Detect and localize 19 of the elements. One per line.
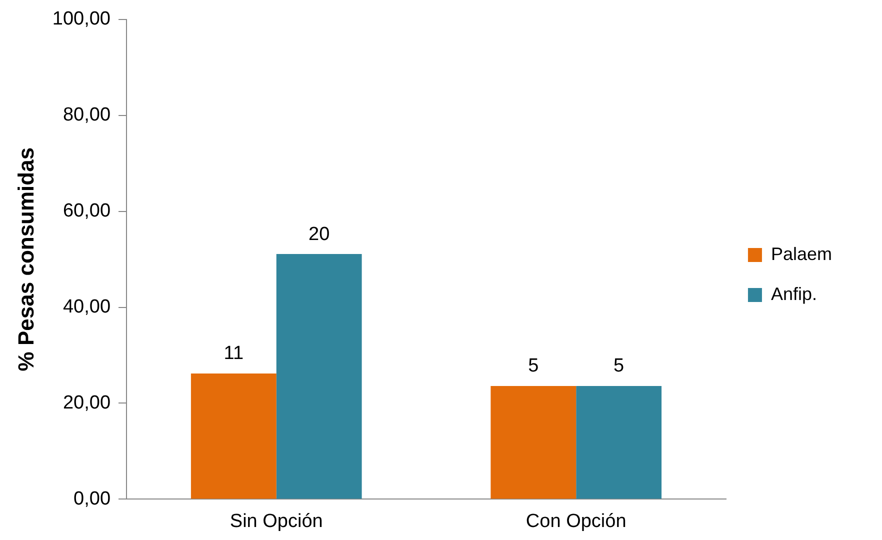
y-tick-label: 0,00 — [74, 488, 111, 510]
annotation: 5 — [528, 356, 539, 377]
annotation: 11 — [224, 343, 244, 364]
bar — [490, 386, 576, 499]
bar — [576, 386, 662, 499]
y-tick-label: 20,00 — [62, 392, 111, 414]
y-tick-label: 40,00 — [62, 296, 111, 318]
bar — [190, 373, 276, 499]
x-tick-label: Sin Opción — [230, 510, 323, 532]
annotation: 5 — [614, 356, 624, 377]
y-axis-title: % Pesas consumidas — [13, 147, 38, 372]
annotation: 20 — [308, 224, 330, 245]
legend-label: Anfip. — [770, 284, 817, 304]
bar — [276, 254, 362, 499]
legend-label: Palaem — [770, 244, 832, 264]
y-tick-label: 100,00 — [52, 8, 111, 30]
x-tick-label: Con Opción — [526, 510, 626, 532]
y-tick-label: 80,00 — [62, 104, 111, 126]
y-tick-label: 60,00 — [62, 200, 111, 222]
